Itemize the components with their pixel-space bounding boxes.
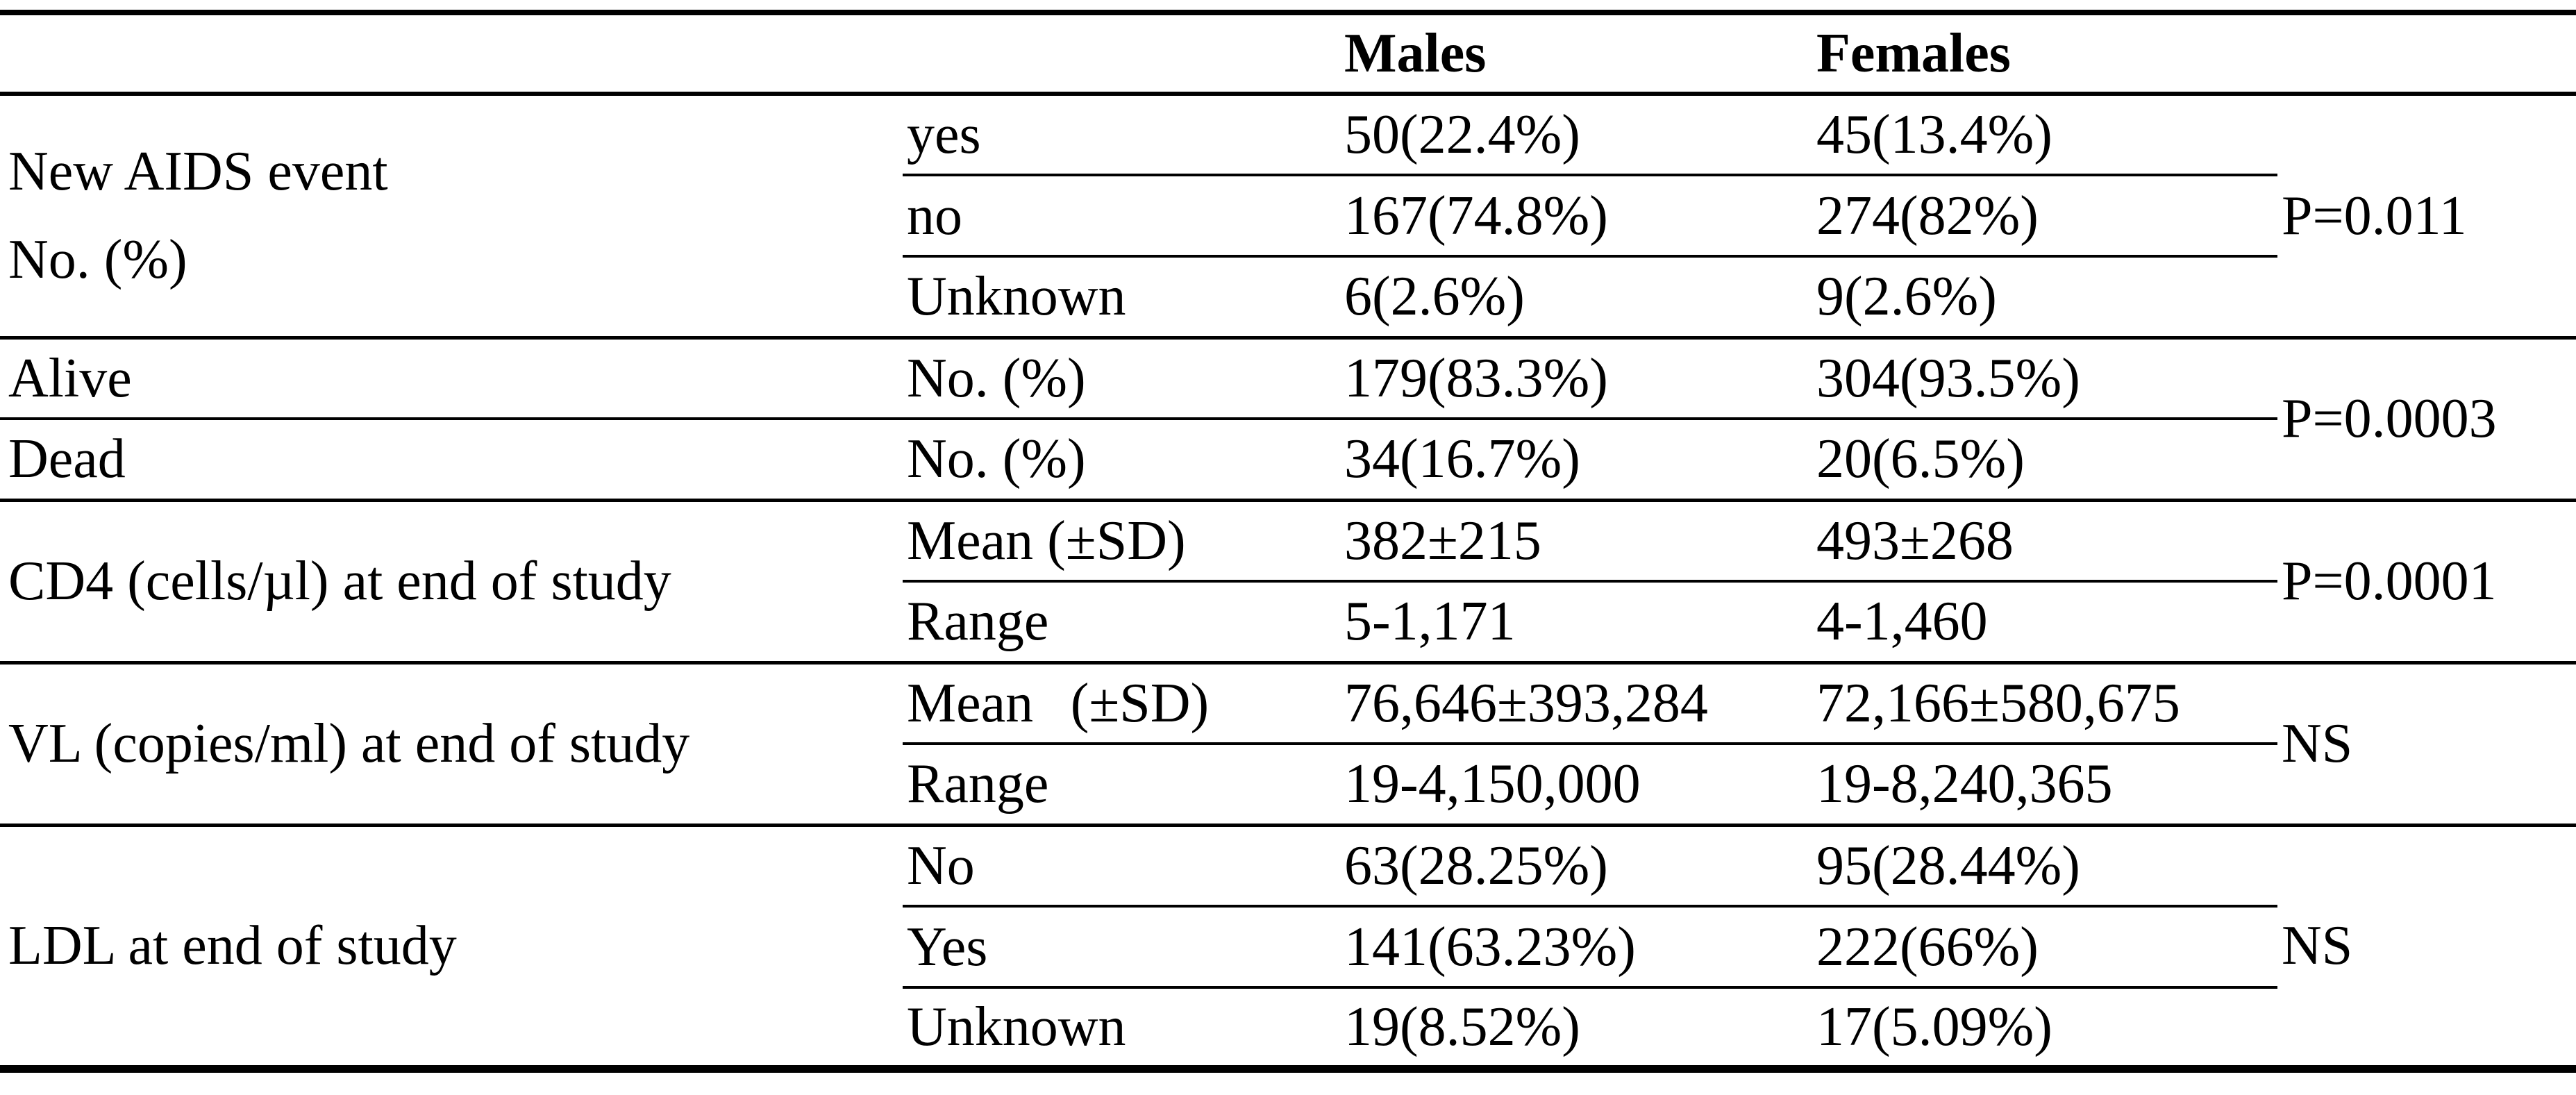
p-value-cell: P=0.0003: [2277, 337, 2576, 502]
pvalue-column-header: [2277, 12, 2576, 96]
females-value-cell: 45(13.4%): [1812, 94, 2277, 176]
males-value-cell: 6(2.6%): [1340, 256, 1812, 340]
males-value-cell: 167(74.8%): [1340, 175, 1812, 258]
females-value-cell: 493±268: [1812, 500, 2277, 583]
sub-label-cell: No. (%): [903, 419, 1340, 502]
sub-label-cell: no: [903, 175, 1340, 258]
sub-label-cell: Unknown: [903, 256, 1340, 340]
row-label-cell: Alive: [0, 337, 903, 420]
males-value-cell: 179(83.3%): [1340, 337, 1812, 420]
p-value-cell: P=0.011: [2277, 94, 2576, 340]
males-value-cell: 19-4,150,000: [1340, 744, 1812, 827]
females-value-cell: 72,166±580,675: [1812, 662, 2277, 745]
table-row: Dead No. (%) 34(16.7%) 20(6.5%): [0, 419, 2576, 502]
sub-label-cell: Range: [903, 744, 1340, 827]
sublabel-column-header: [903, 12, 1340, 96]
p-value-cell: P=0.0001: [2277, 500, 2576, 664]
row-label-cell: LDL at end of study: [8, 915, 457, 976]
males-value-cell: 63(28.25%): [1340, 825, 1812, 908]
row-label-cell: New AIDS event No. (%): [0, 94, 903, 340]
males-column-header: Males: [1340, 12, 1812, 96]
females-value-cell: 222(66%): [1812, 906, 2277, 989]
header-row: Males Females: [0, 12, 2576, 96]
table-row: Unknown 6(2.6%) 9(2.6%): [0, 256, 2576, 340]
males-value-cell: 5-1,171: [1340, 581, 1812, 664]
females-value-cell: 95(28.44%): [1812, 825, 2277, 908]
sub-label-cell: Range: [903, 581, 1340, 664]
sub-label-cell: No: [903, 825, 1340, 908]
sub-label-cell: No. (%): [903, 337, 1340, 420]
males-value-cell: 76,646±393,284: [1340, 662, 1812, 745]
table-row: Range 5-1,171 4-1,460: [0, 581, 2576, 664]
sub-label-cell: Mean (±SD): [903, 662, 1340, 745]
sub-label-cell: Unknown: [907, 996, 1126, 1058]
table-row: Range 19-4,150,000 19-8,240,365: [0, 744, 2576, 827]
row-label-cell: CD4 (cells/µl) at end of study: [0, 500, 903, 664]
males-value-cell: 19(8.52%): [1344, 996, 1580, 1058]
table-row: CD4 (cells/µl) at end of study Mean (±SD…: [0, 500, 2576, 664]
table-row: LDL at end of study No 63(28.25%) 95(28.…: [0, 825, 2576, 976]
males-value-cell: 141(63.23%): [1340, 906, 1812, 989]
row-label-cell: VL (copies/ml) at end of study: [0, 662, 903, 827]
table-row: Yes 141(63.23%) 222(66%): [0, 906, 2576, 989]
males-value-cell: 50(22.4%): [1340, 94, 1812, 176]
females-value-cell: 274(82%): [1812, 175, 2277, 258]
females-value-cell: 9(2.6%): [1812, 256, 2277, 340]
table-row: Alive No. (%) 179(83.3%) 304(93.5%) P=0.…: [0, 337, 2576, 502]
females-column-header: Females: [1812, 12, 2277, 96]
table-row: New AIDS event No. (%) yes 50(22.4%) 45(…: [0, 94, 2576, 340]
p-value-cell: NS: [2277, 662, 2576, 827]
row-label-line2: No. (%): [8, 228, 187, 290]
sub-label-cell: Yes: [903, 906, 1340, 989]
row-label-line1: New AIDS event: [8, 141, 388, 203]
sub-label-cell: yes: [903, 94, 1340, 176]
p-value-cell: NS: [2282, 915, 2353, 976]
females-value-cell: 304(93.5%): [1812, 337, 2277, 420]
outcomes-by-sex-table: Males Females New AIDS event No. (%) yes…: [0, 10, 2576, 1073]
table-row: VL (copies/ml) at end of study Mean (±SD…: [0, 662, 2576, 827]
table-row: Unknown 19(8.52%) 17(5.09%): [0, 987, 2576, 1069]
row-label-cell: Dead: [0, 419, 903, 502]
females-value-cell: 19-8,240,365: [1812, 744, 2277, 827]
males-value-cell: 34(16.7%): [1340, 419, 1812, 502]
table-row: no 167(74.8%) 274(82%): [0, 175, 2576, 258]
males-value-cell: 382±215: [1340, 500, 1812, 583]
females-value-cell: 20(6.5%): [1812, 419, 2277, 502]
label-column-header: [0, 12, 903, 96]
sub-label-cell: Mean (±SD): [903, 500, 1340, 583]
females-value-cell: 4-1,460: [1812, 581, 2277, 664]
females-value-cell: 17(5.09%): [1816, 996, 2052, 1058]
